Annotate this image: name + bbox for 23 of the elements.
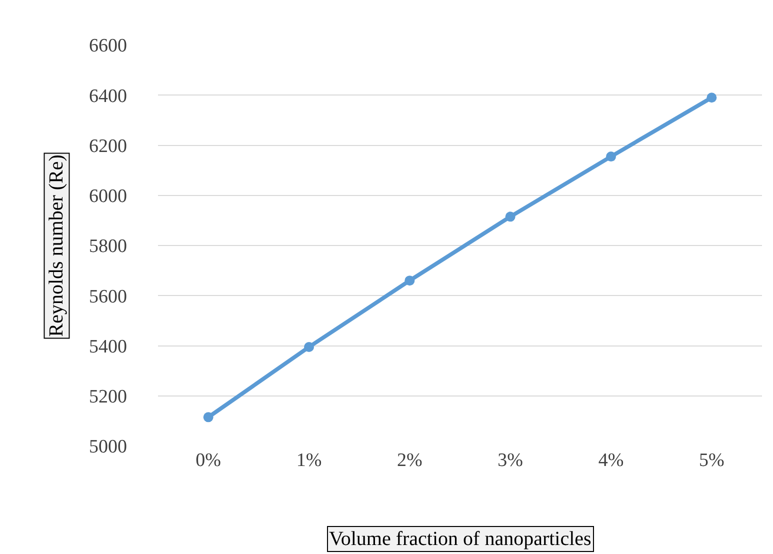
x-tick-label: 2% [397,450,423,471]
y-tick-label: 6200 [89,136,127,157]
y-tick-label: 5400 [89,336,127,358]
y-tick-label: 6600 [89,36,127,57]
point [706,92,717,103]
y-tick-label: 5800 [89,236,127,258]
y-tick-label: 6400 [89,86,127,107]
x-tick-label: 4% [598,450,624,471]
y-tick-label: 5200 [89,386,127,408]
point [606,152,616,162]
y-tick-label: 5600 [89,286,127,308]
x-axis-title: Volume fraction of nanoparticles [329,528,592,550]
x-tick-label: 1% [296,450,322,471]
point [304,342,314,352]
x-tick-label: 5% [699,450,725,471]
x-tick-label: 0% [196,450,222,471]
point [203,412,214,422]
point [505,212,516,222]
y-axis-title: Reynolds number (Re) [46,154,68,337]
y-tick-label: 6000 [89,186,127,208]
point [404,276,415,286]
y-tick-label: 5000 [89,436,127,458]
x-tick-label: 3% [498,450,524,471]
